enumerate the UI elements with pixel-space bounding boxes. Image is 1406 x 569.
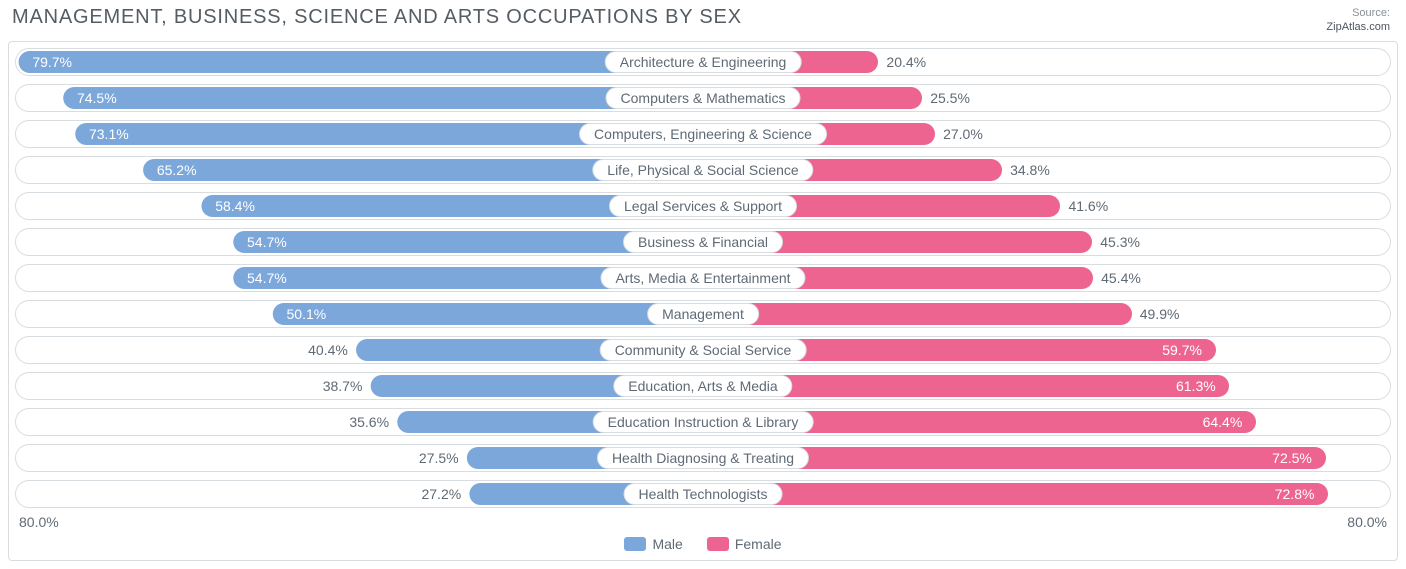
category-pill: Education, Arts & Media <box>613 375 792 397</box>
category-pill: Computers & Mathematics <box>606 87 801 109</box>
legend-male-label: Male <box>652 536 682 552</box>
source-name: ZipAtlas.com <box>1326 20 1390 34</box>
male-pct-label: 54.7% <box>247 270 287 286</box>
male-pct-label: 50.1% <box>287 306 327 322</box>
axis-labels: 80.0% 80.0% <box>15 508 1391 530</box>
category-pill: Arts, Media & Entertainment <box>600 267 805 289</box>
chart-row: 50.1% 49.9% Management <box>15 300 1391 328</box>
chart-row: 79.7% 20.4% Architecture & Engineering <box>15 48 1391 76</box>
male-pct-label: 54.7% <box>247 234 287 250</box>
source-label: Source: <box>1326 6 1390 20</box>
category-pill: Architecture & Engineering <box>605 51 802 73</box>
female-pct-label: 27.0% <box>943 126 983 142</box>
chart-row: 65.2% 34.8% Life, Physical & Social Scienc… <box>15 156 1391 184</box>
legend-item-male: Male <box>624 536 682 552</box>
chart-row: 38.7% 61.3% Education, Arts & Media <box>15 372 1391 400</box>
male-pct-label: 38.7% <box>323 378 363 394</box>
male-pct-label: 40.4% <box>308 342 348 358</box>
chart-row: 74.5% 25.5% Computers & Mathematics <box>15 84 1391 112</box>
chart-row: 35.6% 64.4% Education Instruction & Librar… <box>15 408 1391 436</box>
male-pct-label: 74.5% <box>77 90 117 106</box>
category-pill: Community & Social Service <box>600 339 807 361</box>
male-pct-label: 79.7% <box>32 54 72 70</box>
chart-row: 73.1% 27.0% Computers, Engineering & Scien… <box>15 120 1391 148</box>
male-pct-label: 27.5% <box>419 450 459 466</box>
female-pct-label: 25.5% <box>930 90 970 106</box>
female-pct-label: 34.8% <box>1010 162 1050 178</box>
chart-row: 27.5% 72.5% Health Diagnosing & Treating <box>15 444 1391 472</box>
legend-female-label: Female <box>735 536 782 552</box>
chart-row: 54.7% 45.3% Business & Financial <box>15 228 1391 256</box>
female-pct-label: 49.9% <box>1140 306 1180 322</box>
male-pct-label: 27.2% <box>421 486 461 502</box>
female-pct-label: 72.8% <box>1275 486 1315 502</box>
category-pill: Legal Services & Support <box>609 195 797 217</box>
legend-item-female: Female <box>707 536 782 552</box>
axis-left-label: 80.0% <box>19 514 59 530</box>
male-bar <box>19 51 703 73</box>
male-swatch-icon <box>624 537 646 551</box>
chart-container: MANAGEMENT, BUSINESS, SCIENCE AND ARTS O… <box>0 0 1406 569</box>
category-pill: Health Diagnosing & Treating <box>597 447 809 469</box>
chart-header: MANAGEMENT, BUSINESS, SCIENCE AND ARTS O… <box>8 4 1398 41</box>
male-pct-label: 35.6% <box>349 414 389 430</box>
chart-row: 27.2% 72.8% Health Technologists <box>15 480 1391 508</box>
female-pct-label: 20.4% <box>886 54 926 70</box>
rows-host: 79.7% 20.4% Architecture & Engineering 74.5… <box>15 48 1391 508</box>
female-pct-label: 45.4% <box>1101 270 1141 286</box>
male-bar <box>273 303 703 325</box>
chart-row: 58.4% 41.6% Legal Services & Support <box>15 192 1391 220</box>
axis-right-label: 80.0% <box>1347 514 1387 530</box>
category-pill: Education Instruction & Library <box>593 411 814 433</box>
female-pct-label: 45.3% <box>1100 234 1140 250</box>
chart-title: MANAGEMENT, BUSINESS, SCIENCE AND ARTS O… <box>12 6 742 29</box>
category-pill: Health Technologists <box>624 483 783 505</box>
chart-row: 54.7% 45.4% Arts, Media & Entertainment <box>15 264 1391 292</box>
female-pct-label: 72.5% <box>1272 450 1312 466</box>
male-pct-label: 58.4% <box>215 198 255 214</box>
female-pct-label: 64.4% <box>1203 414 1243 430</box>
legend: Male Female <box>15 530 1391 552</box>
female-pct-label: 59.7% <box>1162 342 1202 358</box>
female-swatch-icon <box>707 537 729 551</box>
category-pill: Life, Physical & Social Science <box>592 159 813 181</box>
female-bar <box>703 303 1132 325</box>
female-bar <box>703 483 1328 505</box>
category-pill: Business & Financial <box>623 231 783 253</box>
male-pct-label: 65.2% <box>157 162 197 178</box>
female-pct-label: 61.3% <box>1176 378 1216 394</box>
category-pill: Management <box>647 303 759 325</box>
chart-source: Source: ZipAtlas.com <box>1326 6 1390 35</box>
category-pill: Computers, Engineering & Science <box>579 123 827 145</box>
chart-row: 40.4% 59.7% Community & Social Service <box>15 336 1391 364</box>
plot-area: 79.7% 20.4% Architecture & Engineering 74.5… <box>8 41 1398 561</box>
male-pct-label: 73.1% <box>89 126 129 142</box>
female-pct-label: 41.6% <box>1068 198 1108 214</box>
